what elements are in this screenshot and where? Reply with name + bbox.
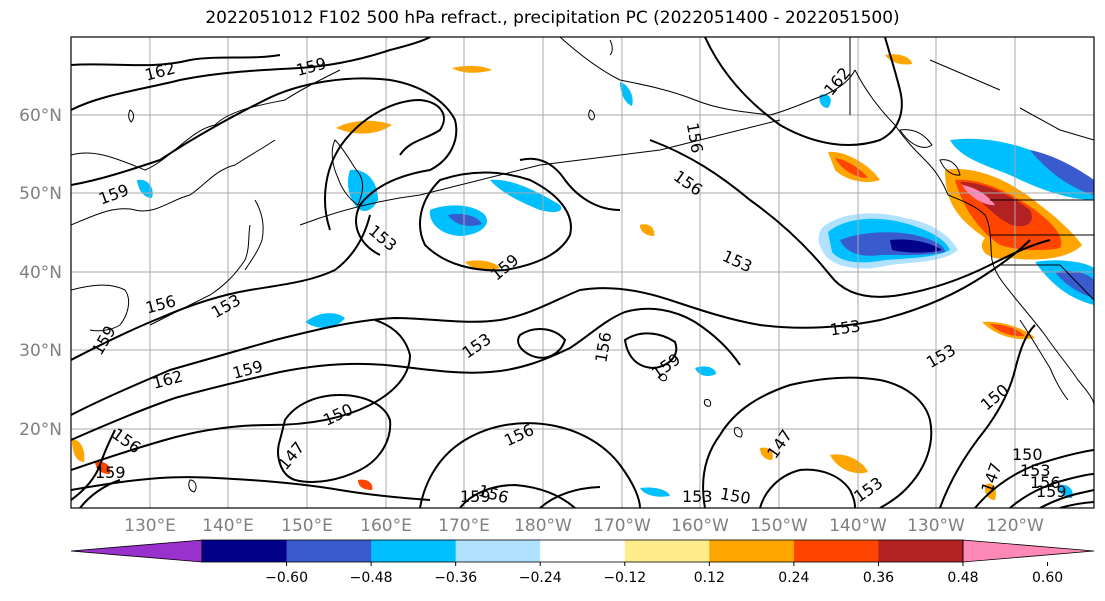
refractivity-contours [71, 37, 1094, 508]
contour-labels: 162 159 162 159 156 156 153 153 159 153 … [88, 54, 1067, 508]
colorbar-segment [286, 540, 372, 562]
lat-label: 50°N [19, 184, 62, 204]
colorbar-segment [371, 540, 457, 562]
map-frame [70, 36, 1095, 509]
contour-label: 153 [829, 316, 862, 339]
lon-label: 130°E [124, 516, 176, 536]
colorbar-tick-label: 0.24 [778, 570, 809, 586]
lat-label: 30°N [19, 341, 62, 361]
colorbar-tick-label: −0.60 [265, 570, 308, 586]
coastlines [71, 37, 1094, 493]
lon-label: 180°W [514, 516, 572, 536]
contour-label: 159 [460, 487, 491, 506]
colorbar-segment [540, 540, 626, 562]
colorbar-tick-label: −0.12 [603, 570, 646, 586]
colorbar-tick-label: −0.36 [434, 570, 477, 586]
contour-label: 159 [1036, 482, 1067, 501]
latitude-labels: 60°N 50°N 40°N 30°N 20°N [19, 106, 62, 440]
lon-label: 160°E [360, 516, 412, 536]
lon-label: 170°W [593, 516, 651, 536]
colorbar: −0.60 −0.48 −0.36 −0.24 −0.12 0.12 0.24 0.36 0.4… [70, 539, 1095, 586]
lon-label: 130°W [907, 516, 965, 536]
colorbar-tick-label: −0.24 [519, 570, 562, 586]
lat-label: 20°N [19, 420, 62, 440]
lon-label: 160°W [671, 516, 729, 536]
lon-label: 120°W [986, 516, 1044, 536]
longitude-labels: 130°E 140°E 150°E 160°E 170°E 180°W 170°… [124, 516, 1044, 536]
contour-label: 156 [1030, 473, 1061, 492]
colorbar-extend-min [70, 539, 203, 563]
map-title: 2022051012 F102 500 hPa refract., precip… [205, 8, 900, 28]
colorbar-extend-max [962, 539, 1095, 563]
lon-label: 150°E [281, 516, 333, 536]
colorbar-tick-label: 0.48 [947, 570, 978, 586]
lat-label: 60°N [19, 106, 62, 126]
contour-label: 150 [1012, 445, 1043, 464]
graticule [71, 37, 1094, 508]
colorbar-outline [201, 539, 964, 563]
colorbar-tick-label: 0.36 [863, 570, 894, 586]
colorbar-segment [202, 540, 288, 562]
contour-label: 159 [95, 463, 126, 482]
contour-label: 153 [682, 487, 713, 506]
colorbar-tick-label: 0.12 [694, 570, 725, 586]
colorbar-tick-label: −0.48 [350, 570, 393, 586]
lon-label: 140°W [829, 516, 887, 536]
colorbar-segment [624, 540, 710, 562]
lon-label: 150°W [750, 516, 808, 536]
lat-label: 40°N [19, 263, 62, 283]
colorbar-segment [455, 540, 541, 562]
lon-label: 170°E [438, 516, 490, 536]
colorbar-segment [709, 540, 795, 562]
colorbar-tick-label: 0.60 [1032, 570, 1063, 586]
contour-label: 153 [1020, 461, 1051, 480]
colorbar-segment [878, 540, 964, 562]
colorbar-segment [793, 540, 879, 562]
lon-label: 140°E [202, 516, 254, 536]
